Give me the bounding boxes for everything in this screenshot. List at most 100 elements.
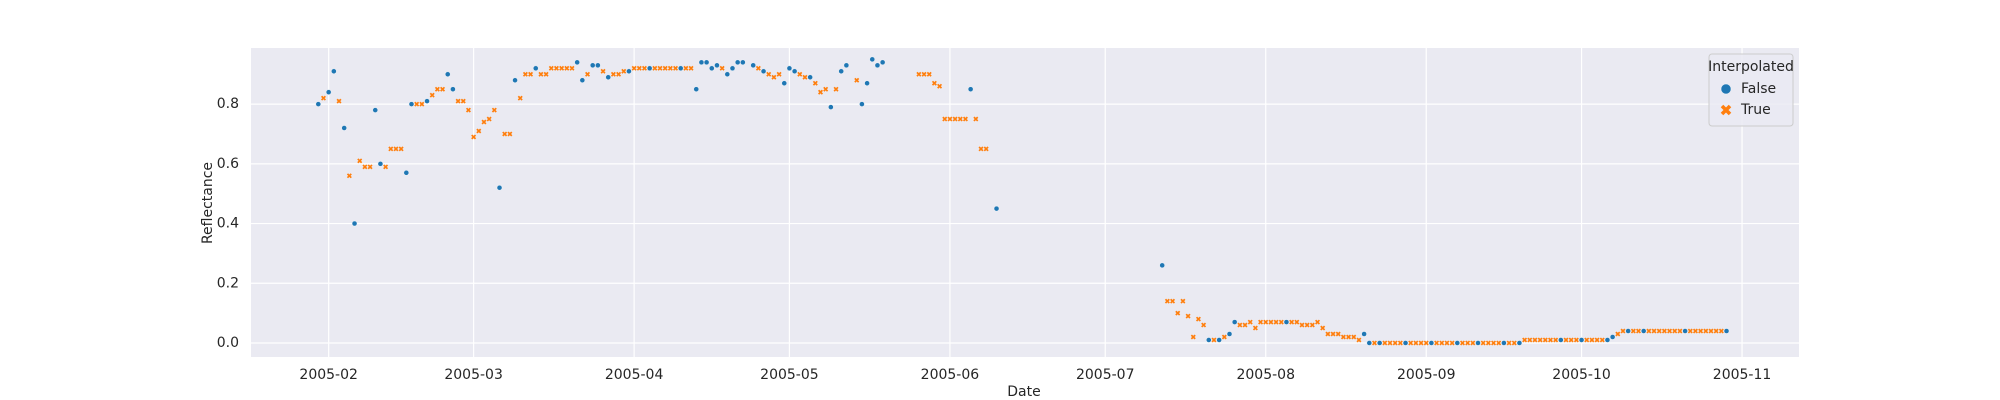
dot-marker [838,68,844,74]
dot-marker [403,170,410,176]
x-marker [1418,340,1424,346]
x-marker [1698,328,1704,334]
dot-marker [760,68,767,74]
x-marker [1382,340,1388,346]
x-marker [1335,331,1341,337]
legend-title: Interpolated [1708,59,1794,75]
x-marker [1180,298,1186,304]
x-marker [983,146,989,152]
x-marker [522,71,528,77]
x-marker [1299,322,1305,328]
dot-marker [1216,337,1222,343]
x-marker [1491,340,1497,346]
dot-marker [1604,337,1611,343]
x-marker [1599,337,1605,343]
x-marker [1304,322,1310,328]
x-marker [1201,322,1207,328]
dot-marker [807,74,813,80]
x-marker [1511,340,1517,346]
x-marker [346,173,352,179]
x-marker [1667,328,1673,334]
dot-marker [1640,328,1647,334]
dot-marker [574,59,580,66]
x-marker [383,164,389,170]
x-marker [1459,340,1465,346]
x-marker [1522,337,1528,343]
x-marker [1563,337,1569,343]
x-marker [817,89,824,95]
x-marker [662,65,668,71]
x-marker [481,119,487,125]
x-marker [952,116,958,122]
dot-marker [1475,340,1481,346]
x-marker [1170,298,1176,304]
x-marker [1387,340,1393,346]
x-marker [657,65,663,71]
grid [251,48,1799,357]
x-marker [1356,337,1362,343]
x-axis-label: Date [1007,384,1040,400]
x-marker [1532,337,1538,343]
x-marker [1413,340,1419,346]
dot-marker [1723,328,1730,334]
y-tick-label: 0.2 [217,275,239,291]
x-marker [357,158,363,164]
dot-marker [372,107,378,113]
marks [315,56,1730,346]
dot-marker [315,101,322,107]
x-marker [429,92,435,98]
x-marker [1449,340,1455,346]
x-marker [1221,334,1227,340]
dot-marker [1402,340,1409,346]
legend-label: True [1740,102,1771,118]
x-marker [854,77,860,83]
legend: Interpolated False True [1708,53,1794,127]
x-marker [636,65,642,71]
dot-marker [424,98,430,104]
dot-marker [698,59,705,66]
x-marker [833,86,839,92]
x-marker [1258,319,1264,325]
x-marker [1315,319,1321,325]
y-tick-label: 0.8 [217,96,239,112]
x-marker [926,71,932,77]
x-marker [802,74,808,80]
x-marker [931,80,937,86]
x-marker [797,71,803,77]
y-axis-label: Reflectance [200,162,216,244]
x-marker [962,116,968,122]
dot-marker [828,104,834,110]
x-marker [973,116,979,122]
x-marker [1615,331,1621,337]
x-marker [460,98,466,104]
dot-marker [714,62,720,69]
dot-marker [1454,340,1461,346]
dot-marker [579,77,586,83]
y-tick-label: 0.6 [217,156,239,172]
x-marker [600,68,606,74]
dot-marker [993,205,1000,212]
dot-marker [874,62,881,69]
x-marker [1573,337,1579,343]
x-marker [1713,328,1719,334]
dot-marker [605,74,611,80]
x-marker [367,164,373,170]
x-marker [465,107,471,113]
dot-marker [589,62,596,69]
dot-marker [341,125,347,131]
x-tick-label: 2005-08 [1236,367,1295,383]
x-marker [823,86,829,92]
dot-marker [781,80,787,86]
x-marker [641,65,647,71]
x-marker [517,95,523,101]
x-marker [440,86,446,92]
dot-marker [331,68,337,74]
x-marker [771,74,777,80]
x-marker [543,71,549,77]
dot-marker [1558,337,1564,343]
x-tick-label: 2005-06 [921,367,980,383]
dot-marker [734,59,741,66]
dot-marker [843,62,850,69]
dot-marker [791,68,798,74]
x-tick-label: 2005-11 [1713,367,1772,383]
